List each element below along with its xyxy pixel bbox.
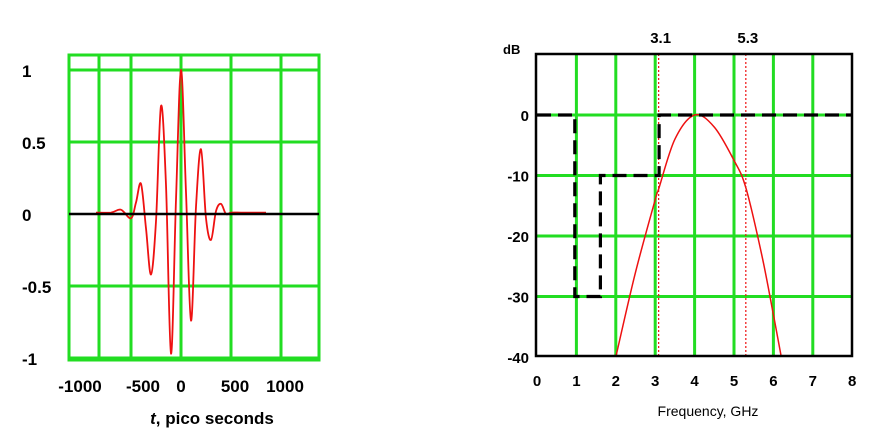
spectrum-y-tick-label: -20 — [507, 229, 529, 246]
time-chart-xlabel-italic: t — [150, 409, 157, 428]
time-x-tick-label: 1000 — [266, 377, 304, 396]
spectrum-x-tick-label: 2 — [612, 373, 620, 390]
spectrum-mask-line — [537, 113, 851, 299]
time-chart-xlabel: t, pico seconds — [150, 409, 274, 428]
time-x-tick-label: -1000 — [58, 377, 101, 396]
spectrum-chart-grid — [536, 54, 852, 356]
band-edge-marker-label: 5.3 — [737, 30, 758, 47]
band-edge-marker-label: 3.1 — [650, 30, 671, 47]
time-chart-xlabel-rest: , pico seconds — [156, 409, 274, 428]
spectrum-chart: 3.1 5.3 0-10-20-30-400 1 2 3 4 5 6 7 8 dB Frequen… — [503, 30, 856, 419]
time-chart-tick-labels: 1 0.5 0 -0.5 -1 -1000 -500 0 500 1000 — [22, 62, 304, 396]
time-domain-chart: 1 0.5 0 -0.5 -1 -1000 -500 0 500 1000 t, pico sec… — [22, 53, 321, 428]
spectrum-band-markers: 3.1 5.3 — [650, 30, 758, 356]
time-x-tick-label: 500 — [221, 377, 249, 396]
spectrum-chart-frame — [534, 52, 854, 358]
spectrum-chart-xlabel: Frequency, GHz — [658, 403, 759, 419]
spectrum-x-tick-label: 4 — [690, 373, 699, 390]
time-chart-grid — [69, 55, 319, 360]
time-y-tick-label: -0.5 — [22, 278, 51, 297]
spectrum-chart-tick-labels: 0-10-20-30-400 1 2 3 4 5 6 7 8 — [507, 108, 856, 390]
time-y-tick-label: 0 — [22, 206, 31, 225]
spectrum-x-tick-label: 7 — [809, 373, 817, 390]
time-x-tick-label: -500 — [126, 377, 160, 396]
spectrum-x-tick-label: 3 — [651, 373, 659, 390]
spectrum-x-tick-label: 1 — [572, 373, 580, 390]
spectrum-x-tick-label: 6 — [769, 373, 777, 390]
spectrum-y-tick-label: -30 — [507, 290, 529, 307]
spectrum-x-tick-label: 5 — [730, 373, 738, 390]
spectrum-y-tick-label: -40 — [507, 350, 529, 367]
spectrum-y-tick-label: 0 — [521, 108, 529, 125]
spectrum-chart-ylabel: dB — [503, 42, 520, 57]
time-y-tick-label: 0.5 — [22, 134, 46, 153]
time-y-tick-label: -1 — [22, 350, 37, 369]
time-y-tick-label: 1 — [22, 62, 31, 81]
time-x-tick-label: 0 — [176, 377, 185, 396]
time-chart-signal-line — [95, 69, 266, 355]
spectrum-y-tick-label: -10 — [507, 169, 529, 186]
time-chart-frame — [67, 53, 321, 362]
spectrum-x-tick-label: 8 — [848, 373, 856, 390]
spectrum-x-tick-label: 0 — [533, 373, 541, 390]
